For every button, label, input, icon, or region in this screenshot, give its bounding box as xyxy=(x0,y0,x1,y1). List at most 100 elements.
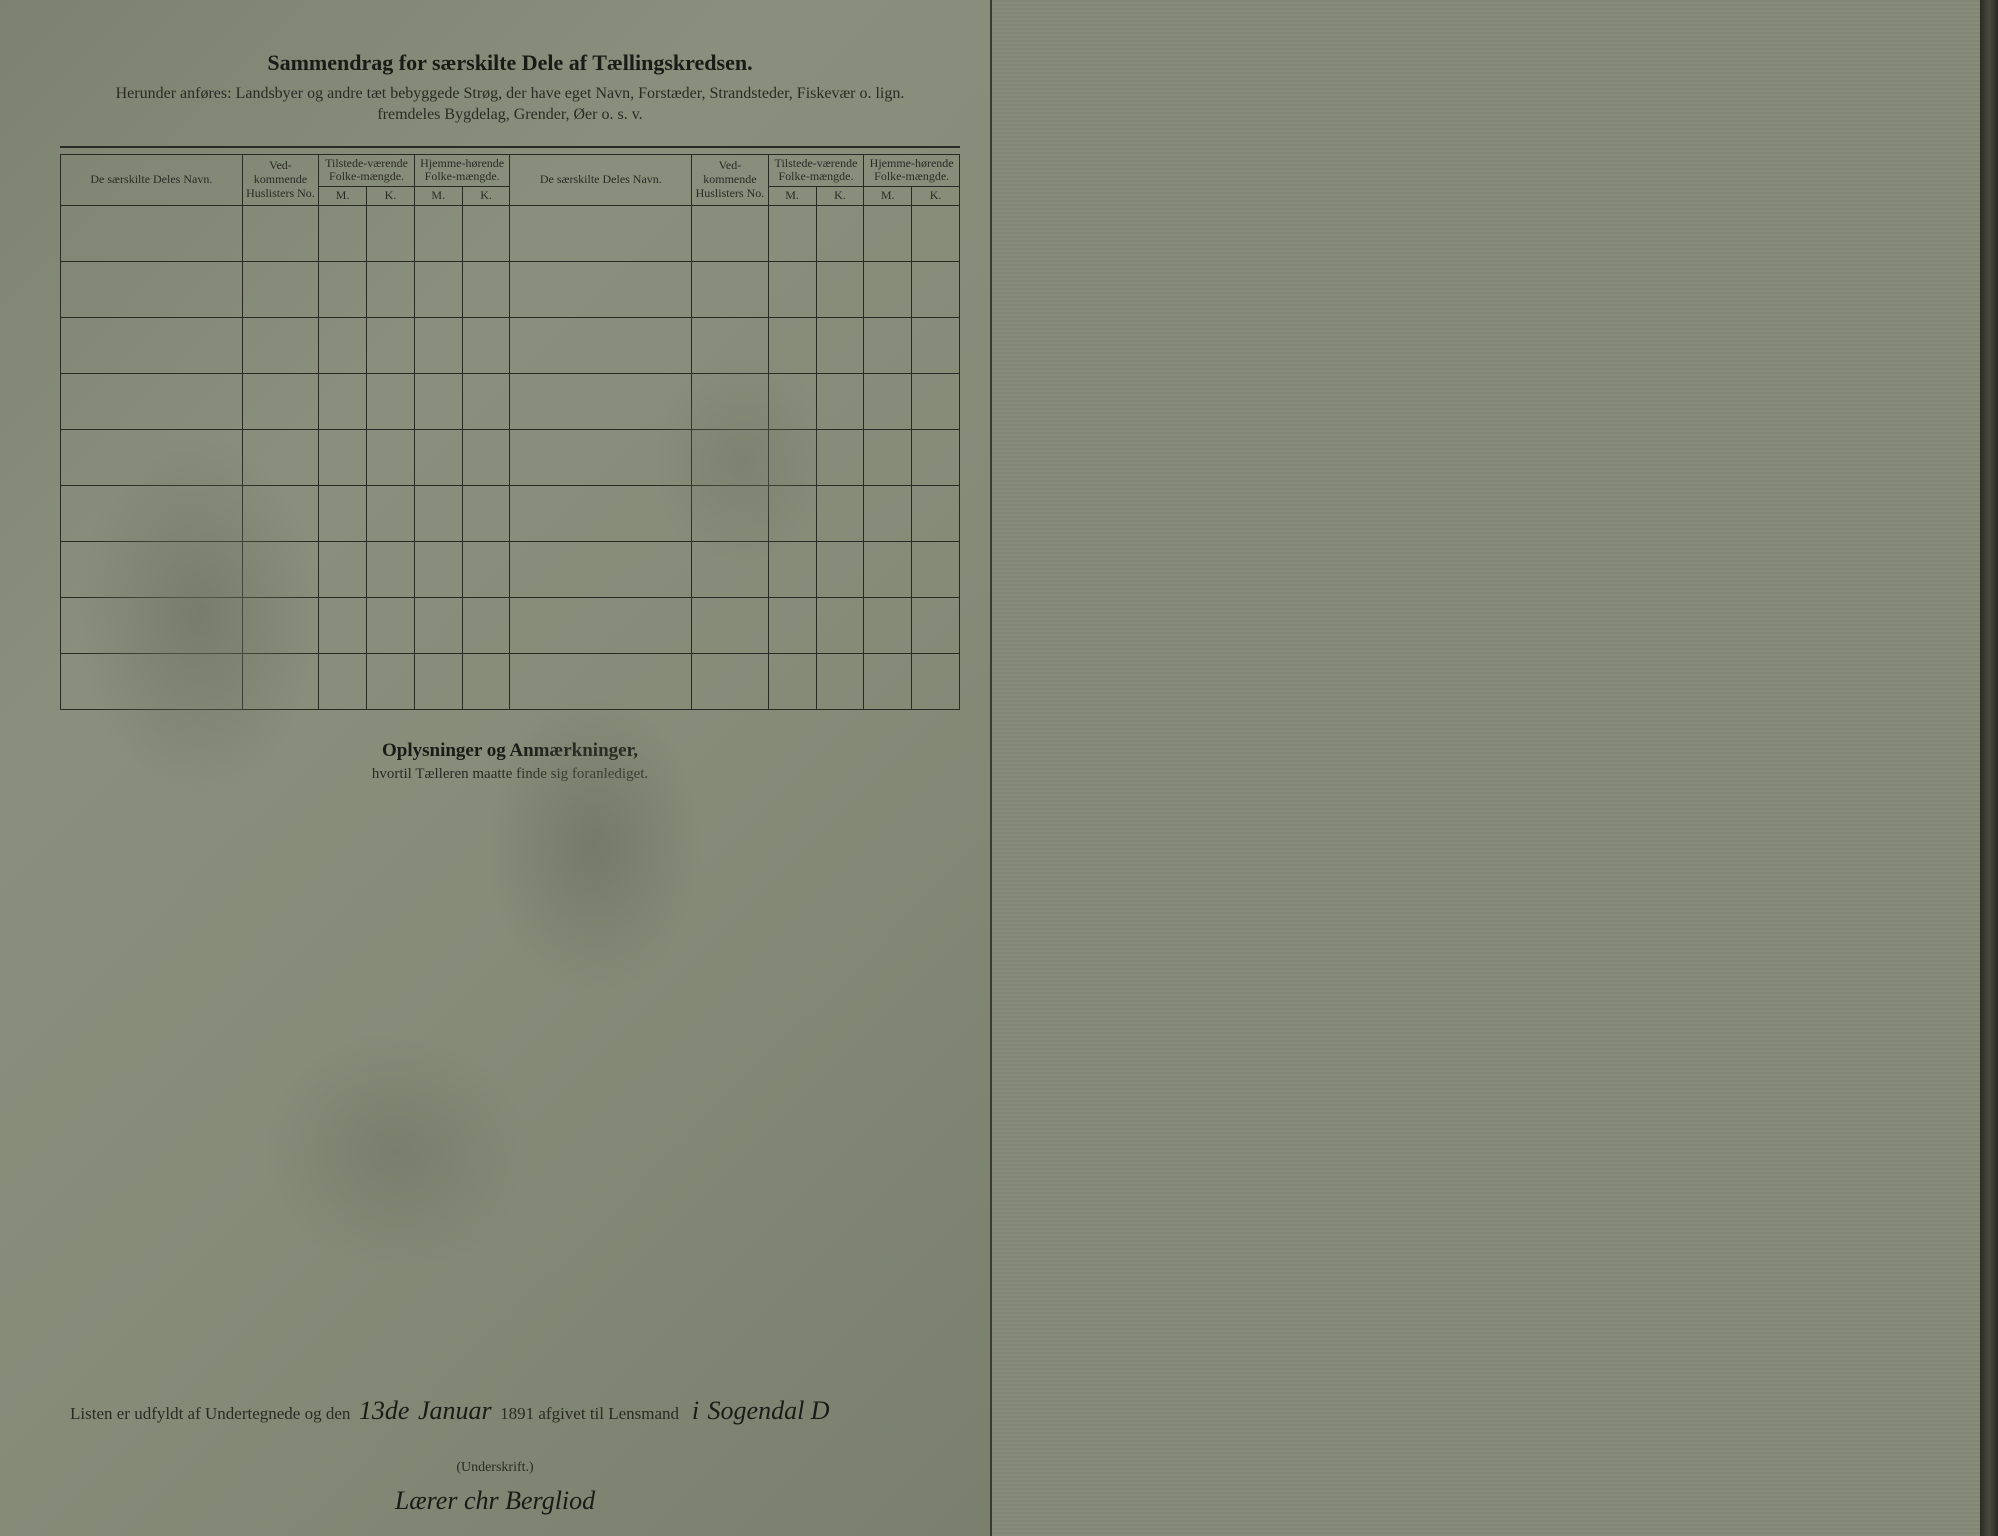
col-hjemme-2: Hjemme-hørende Folke-mængde. xyxy=(864,154,960,187)
table-row xyxy=(61,429,960,485)
table-cell xyxy=(864,205,912,261)
col-huslister-1: Ved-kommende Huslisters No. xyxy=(242,154,319,205)
remarks-subtitle: hvortil Tælleren maatte finde sig foranl… xyxy=(60,766,960,783)
table-cell xyxy=(462,597,510,653)
table-cell xyxy=(462,653,510,709)
table-cell xyxy=(816,653,864,709)
table-cell xyxy=(462,317,510,373)
table-cell xyxy=(912,541,960,597)
table-cell xyxy=(61,261,243,317)
table-cell xyxy=(768,653,816,709)
table-cell xyxy=(816,373,864,429)
table-cell xyxy=(510,653,692,709)
table-cell xyxy=(319,653,367,709)
col-m-1a: M. xyxy=(319,187,367,206)
remarks-title: Oplysninger og Anmærkninger, xyxy=(60,740,960,762)
table-cell xyxy=(510,373,692,429)
sig-year-text: 1891 afgivet til Lensmand xyxy=(500,1404,679,1423)
table-cell xyxy=(242,373,319,429)
table-cell xyxy=(768,205,816,261)
sig-place: Sogendal D xyxy=(708,1396,830,1425)
col-k-2b: K. xyxy=(912,187,960,206)
page-title: Sammendrag for særskilte Dele af Tælling… xyxy=(60,50,960,76)
table-cell xyxy=(912,261,960,317)
table-cell xyxy=(768,317,816,373)
table-cell xyxy=(367,597,415,653)
table-cell xyxy=(414,429,462,485)
table-cell xyxy=(912,205,960,261)
table-cell xyxy=(816,429,864,485)
table-cell xyxy=(768,597,816,653)
subtitle-line-1: Herunder anføres: Landsbyer og andre tæt… xyxy=(116,85,905,102)
book-edge xyxy=(1980,0,1998,1536)
table-cell xyxy=(367,261,415,317)
table-cell xyxy=(414,205,462,261)
table-cell xyxy=(692,261,769,317)
table-row xyxy=(61,485,960,541)
table-cell xyxy=(61,597,243,653)
table-cell xyxy=(242,653,319,709)
table-cell xyxy=(367,429,415,485)
table-cell xyxy=(864,317,912,373)
table-row xyxy=(61,541,960,597)
table-cell xyxy=(242,205,319,261)
table-cell xyxy=(692,485,769,541)
table-cell xyxy=(367,653,415,709)
table-cell xyxy=(510,485,692,541)
right-page xyxy=(990,0,1980,1536)
table-cell xyxy=(510,597,692,653)
table-cell xyxy=(864,653,912,709)
table-cell xyxy=(692,373,769,429)
table-cell xyxy=(319,597,367,653)
sig-month: Januar xyxy=(418,1396,492,1425)
table-cell xyxy=(462,429,510,485)
table-row xyxy=(61,373,960,429)
table-cell xyxy=(510,541,692,597)
subtitle-line-2: fremdeles Bygdelag, Grender, Øer o. s. v… xyxy=(377,106,642,123)
table-cell xyxy=(414,485,462,541)
table-body xyxy=(61,205,960,709)
sig-day: 13de xyxy=(359,1396,410,1425)
table-cell xyxy=(319,205,367,261)
col-m-2b: M. xyxy=(864,187,912,206)
table-cell xyxy=(912,597,960,653)
table-head: De særskilte Deles Navn. Ved-kommende Hu… xyxy=(61,154,960,205)
sig-prefix: Listen er udfyldt af Undertegnede og den xyxy=(70,1404,350,1423)
table-cell xyxy=(367,205,415,261)
table-cell xyxy=(510,261,692,317)
table-cell xyxy=(510,317,692,373)
table-row xyxy=(61,317,960,373)
col-m-1b: M. xyxy=(414,187,462,206)
table-cell xyxy=(462,541,510,597)
table-cell xyxy=(61,541,243,597)
table-cell xyxy=(242,597,319,653)
col-hjemme-1: Hjemme-hørende Folke-mængde. xyxy=(414,154,510,187)
table-cell xyxy=(692,429,769,485)
table-cell xyxy=(462,373,510,429)
table-cell xyxy=(61,429,243,485)
col-k-1a: K. xyxy=(367,187,415,206)
table-cell xyxy=(912,653,960,709)
table-cell xyxy=(912,373,960,429)
table-cell xyxy=(912,317,960,373)
table-cell xyxy=(768,261,816,317)
table-cell xyxy=(319,317,367,373)
col-tilstede-1: Tilstede-værende Folke-mængde. xyxy=(319,154,415,187)
col-huslister-2: Ved-kommende Huslisters No. xyxy=(692,154,769,205)
horizontal-rule-top xyxy=(60,146,960,148)
col-k-1b: K. xyxy=(462,187,510,206)
table-cell xyxy=(864,541,912,597)
table-cell xyxy=(414,317,462,373)
table-cell xyxy=(692,317,769,373)
table-cell xyxy=(864,485,912,541)
signature-line: Listen er udfyldt af Undertegnede og den… xyxy=(70,1396,980,1426)
table-cell xyxy=(816,205,864,261)
table-cell xyxy=(510,205,692,261)
col-name-1: De særskilte Deles Navn. xyxy=(61,154,243,205)
table-cell xyxy=(816,485,864,541)
table-cell xyxy=(414,597,462,653)
table-cell xyxy=(864,261,912,317)
table-cell xyxy=(692,653,769,709)
table-cell xyxy=(414,373,462,429)
table-cell xyxy=(242,541,319,597)
